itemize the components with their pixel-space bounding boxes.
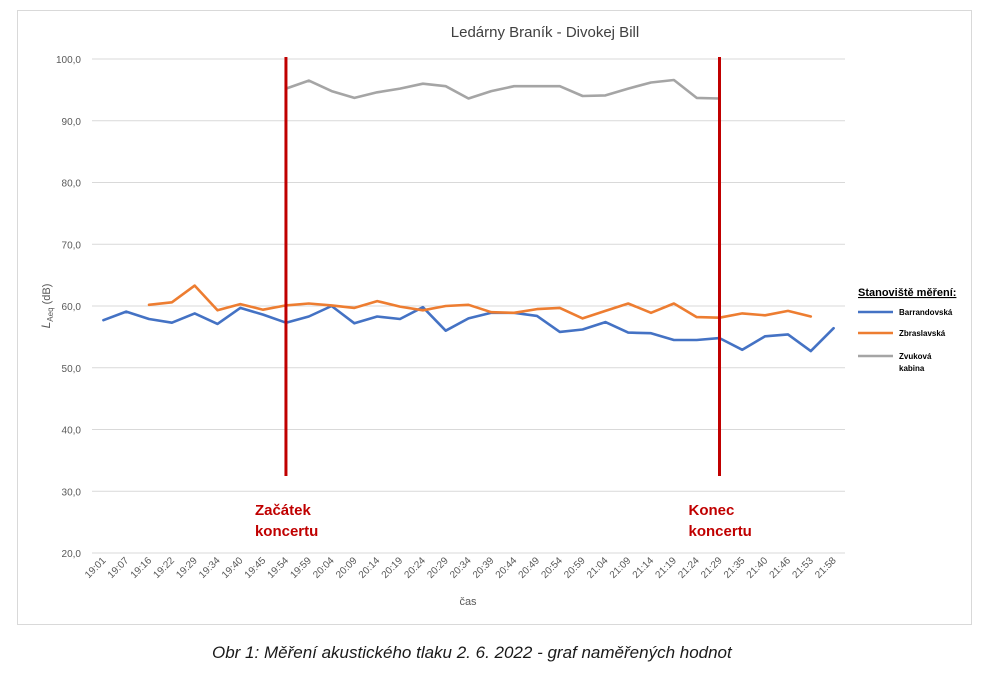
x-tick-label: 19:54 [266,555,292,581]
y-tick-label: 60,0 [62,302,82,313]
x-tick-label: 20:54 [539,555,565,581]
x-tick-label: 19:01 [83,555,109,581]
x-tick-label: 21:14 [631,555,657,581]
x-tick-label: 21:40 [745,555,771,581]
concert-markers: Začátek koncertu Konec koncertu [255,57,752,540]
chart-frame [17,10,972,625]
concert-start-label: Začátek koncertu [255,502,318,540]
x-tick-label: 20:09 [334,555,360,581]
legend-label: Zvuková kabina [899,352,932,373]
y-tick-label: 100,0 [56,55,81,66]
series-line-zvukova-kabina [284,78,721,100]
y-axis-ticks: 20,0 30,0 40,0 50,0 60,0 70,0 80,0 90,0 100,0 [56,55,81,560]
x-tick-label: 20:34 [448,555,474,581]
x-tick-label: 20:29 [425,555,451,581]
x-tick-label: 21:35 [722,555,748,581]
x-tick-label: 20:49 [517,555,543,581]
x-tick-label: 21:29 [699,555,725,581]
x-tick-label: 20:24 [403,555,429,581]
x-tick-label: 19:07 [106,555,132,581]
x-tick-label: 20:44 [494,555,520,581]
x-tick-label: 20:14 [357,555,383,581]
y-axis-title: LAeq (dB) [39,284,55,329]
x-tick-label: 19:59 [288,555,314,581]
y-tick-label: 30,0 [62,487,82,498]
y-tick-label: 50,0 [62,364,82,375]
y-tick-label: 80,0 [62,179,82,190]
x-tick-label: 20:19 [380,555,406,581]
legend-label: Barrandovská [899,308,953,317]
x-tick-label: 20:04 [311,555,337,581]
x-tick-label: 19:29 [174,555,200,581]
legend: Stanoviště měření: Barrandovská Zbraslavs… [858,287,956,373]
x-axis-title: čas [459,596,477,608]
x-tick-label: 20:59 [562,555,588,581]
legend-label: Zbraslavská [899,329,946,338]
concert-end-label: Konec koncertu [689,502,752,540]
x-tick-label: 21:24 [676,555,702,581]
x-axis-ticks: 19:0119:0719:1619:2219:2919:3419:4019:45… [83,555,839,581]
x-tick-label: 19:45 [243,555,269,581]
figure-caption: Obr 1: Měření akustického tlaku 2. 6. 20… [212,643,732,662]
x-tick-label: 21:46 [768,555,794,581]
x-tick-label: 21:09 [608,555,634,581]
y-tick-label: 40,0 [62,426,82,437]
x-tick-label: 21:04 [585,555,611,581]
x-tick-label: 19:22 [152,555,178,581]
x-tick-label: 19:34 [197,555,223,581]
y-tick-label: 20,0 [62,549,82,560]
y-tick-label: 90,0 [62,117,82,128]
x-tick-label: 21:53 [790,555,816,581]
x-tick-label: 19:16 [129,555,155,581]
series-line-barrandovska [102,304,835,353]
x-tick-label: 21:19 [654,555,680,581]
series-line-zbraslavska [147,284,813,320]
data-series [102,78,835,353]
chart-title: Ledárny Braník - Divokej Bill [451,24,639,41]
x-tick-label: 20:39 [471,555,497,581]
x-tick-label: 21:58 [813,555,839,581]
legend-title: Stanoviště měření: [858,287,956,299]
x-tick-label: 19:40 [220,555,246,581]
y-tick-label: 70,0 [62,240,82,251]
